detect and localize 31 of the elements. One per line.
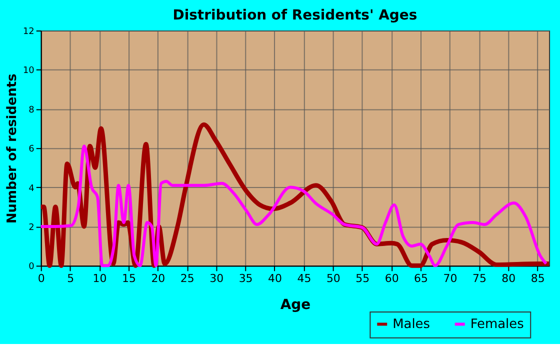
y-tick-label: 10 xyxy=(22,66,35,76)
x-tick-label: 80 xyxy=(502,272,516,286)
x-tick-label: 35 xyxy=(238,272,253,286)
x-tick-label: 55 xyxy=(356,272,370,286)
x-tick-label: 15 xyxy=(122,272,136,286)
x-tick-label: 50 xyxy=(326,272,340,286)
x-tick-label: 85 xyxy=(530,272,545,286)
x-tick-label: 65 xyxy=(414,272,428,286)
y-tick-label: 0 xyxy=(28,262,35,272)
x-tick-label: 5 xyxy=(67,272,74,286)
x-tick-label: 25 xyxy=(180,272,194,286)
x-tick-label: 0 xyxy=(38,272,45,286)
x-axis-title: Age xyxy=(280,297,311,314)
x-tick-label: 45 xyxy=(297,272,312,286)
line-series xyxy=(39,144,548,268)
x-tick-label: 20 xyxy=(151,272,166,286)
x-tick-label: 30 xyxy=(210,272,224,286)
y-tick-label: 8 xyxy=(28,105,35,116)
x-tick-label: 60 xyxy=(384,272,399,286)
x-tick-label: 40 xyxy=(268,272,282,286)
y-tick-label: 12 xyxy=(22,26,34,37)
legend-label: Males xyxy=(392,317,430,332)
y-tick-label: 4 xyxy=(28,184,35,194)
y-tick-label: 2 xyxy=(28,222,34,233)
x-tick-label: 10 xyxy=(92,272,107,286)
y-axis-title: Number of residents xyxy=(4,73,20,224)
x-tick-label: 75 xyxy=(472,272,486,286)
x-tick-label: 70 xyxy=(443,272,458,286)
chart-title: Distribution of Residents' Ages xyxy=(172,8,418,24)
legend-label: Females xyxy=(470,317,524,332)
y-tick-label: 6 xyxy=(28,144,35,155)
